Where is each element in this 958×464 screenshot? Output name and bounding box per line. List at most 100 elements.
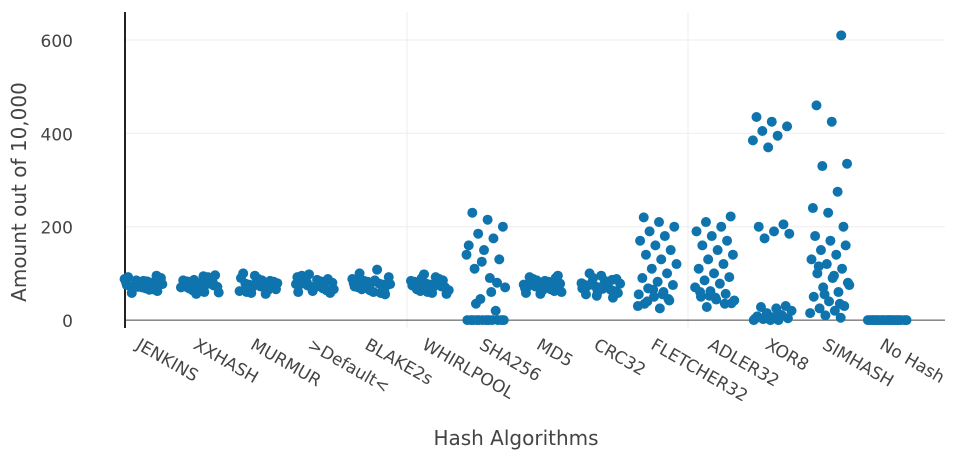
point <box>669 221 680 232</box>
point <box>473 228 484 239</box>
point <box>354 268 365 279</box>
point <box>245 283 256 294</box>
point <box>648 284 659 295</box>
point <box>463 240 474 251</box>
point <box>780 301 791 312</box>
point <box>650 240 661 251</box>
point <box>544 279 555 290</box>
point <box>470 298 481 309</box>
point <box>718 259 729 270</box>
point <box>379 286 390 297</box>
point <box>825 235 836 246</box>
point <box>637 273 648 284</box>
point <box>834 298 845 309</box>
point <box>488 233 499 244</box>
point <box>810 231 821 242</box>
point <box>700 217 711 228</box>
point <box>482 214 493 225</box>
point <box>817 161 828 172</box>
point <box>328 284 339 295</box>
point <box>829 305 840 316</box>
point <box>727 249 738 260</box>
point <box>832 186 843 197</box>
point <box>481 315 492 326</box>
point <box>807 203 818 214</box>
point <box>194 285 205 296</box>
point <box>588 273 599 284</box>
x-tick-label: XXHASH <box>190 335 262 388</box>
point <box>207 277 218 288</box>
point <box>751 112 762 123</box>
y-tick-label: 600 <box>41 32 73 52</box>
point <box>235 273 246 284</box>
point <box>317 280 328 291</box>
point <box>260 288 271 299</box>
point <box>136 280 147 291</box>
point <box>757 126 768 137</box>
point <box>759 233 770 244</box>
point <box>720 288 731 299</box>
point <box>820 310 831 321</box>
point <box>667 280 678 291</box>
point <box>292 272 303 283</box>
point <box>693 263 704 274</box>
point <box>840 240 851 251</box>
point <box>778 219 789 230</box>
point <box>307 286 318 297</box>
y-tick-label: 400 <box>41 125 73 145</box>
point <box>591 290 602 301</box>
point <box>821 259 832 270</box>
y-axis-title: Amount out of 10,000 <box>7 82 31 302</box>
point <box>632 301 643 312</box>
point <box>716 221 727 232</box>
point <box>750 313 761 324</box>
point <box>612 287 623 298</box>
point <box>842 158 853 169</box>
point <box>747 135 758 146</box>
x-tick-label: CRC32 <box>590 335 649 380</box>
point <box>364 280 375 291</box>
point <box>486 287 497 298</box>
point <box>836 30 847 41</box>
point <box>183 280 194 291</box>
point <box>635 235 646 246</box>
point <box>597 283 608 294</box>
point <box>270 279 281 290</box>
point <box>465 315 476 326</box>
point <box>556 287 567 298</box>
point <box>763 142 774 153</box>
point <box>254 276 265 287</box>
point <box>644 226 655 237</box>
point <box>348 278 359 289</box>
point <box>126 287 137 298</box>
point <box>701 301 712 312</box>
point <box>814 303 825 314</box>
point <box>844 280 855 291</box>
point <box>712 245 723 256</box>
point <box>769 226 780 237</box>
point <box>607 274 618 285</box>
point <box>198 271 209 282</box>
point <box>719 298 730 309</box>
point <box>385 279 396 290</box>
point <box>831 249 842 260</box>
point <box>484 273 495 284</box>
point <box>654 217 665 228</box>
point <box>753 221 764 232</box>
point <box>492 277 503 288</box>
point <box>500 282 511 293</box>
point <box>646 263 657 274</box>
point <box>213 287 224 298</box>
point <box>157 279 168 290</box>
point <box>765 315 776 326</box>
point <box>697 240 708 251</box>
point <box>304 269 315 280</box>
point <box>724 272 735 283</box>
point <box>642 296 653 307</box>
x-tick-label: JENKINS <box>132 335 202 387</box>
point <box>772 130 783 141</box>
point <box>703 254 714 265</box>
point <box>695 287 706 298</box>
point <box>467 207 478 218</box>
y-tick-label: 0 <box>62 312 73 332</box>
